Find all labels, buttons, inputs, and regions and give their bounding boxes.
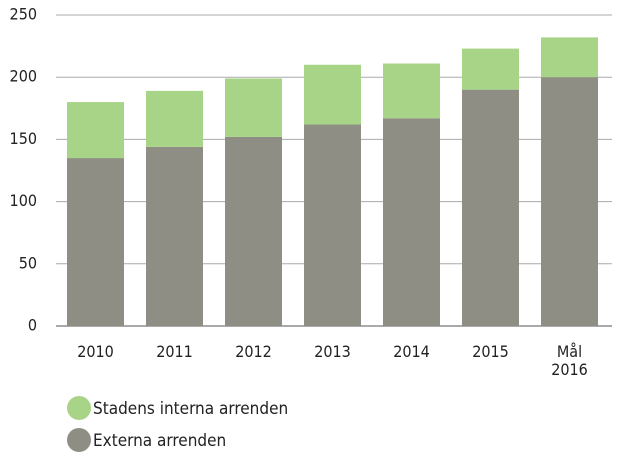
bar-segment	[383, 118, 440, 326]
legend-swatch	[67, 428, 91, 452]
bar-segment	[67, 102, 124, 159]
legend-swatch	[67, 396, 91, 420]
x-tick-label: 2014	[393, 342, 430, 361]
bar-segment	[146, 146, 203, 326]
bar-segment	[304, 124, 361, 326]
bar-segment	[225, 78, 282, 137]
x-tick-label: 2011	[156, 342, 193, 361]
bar-segment	[541, 37, 598, 78]
y-tick-label: 150	[10, 129, 37, 148]
y-tick-label: 0	[28, 316, 37, 335]
x-tick-label: 2015	[472, 342, 509, 361]
x-tick-label: 2012	[235, 342, 272, 361]
x-tick-label: 2013	[314, 342, 351, 361]
bar-segment	[225, 136, 282, 326]
bar-segment	[462, 48, 519, 90]
bar-segment	[146, 90, 203, 147]
y-tick-label: 100	[10, 191, 37, 210]
x-tick-label: 2010	[77, 342, 114, 361]
y-tick-label: 50	[19, 253, 37, 272]
bar-segment	[304, 64, 361, 125]
y-tick-label: 200	[10, 67, 37, 86]
bar-segment	[541, 77, 598, 326]
bar-segment	[462, 89, 519, 326]
bar-segment	[383, 63, 440, 119]
bar-segment	[67, 158, 124, 326]
legend-label: Externa arrenden	[93, 431, 226, 451]
y-tick-label: 250	[10, 5, 37, 24]
legend-label: Stadens interna arrenden	[93, 399, 288, 419]
x-tick-label: Mål 2016	[551, 342, 588, 379]
